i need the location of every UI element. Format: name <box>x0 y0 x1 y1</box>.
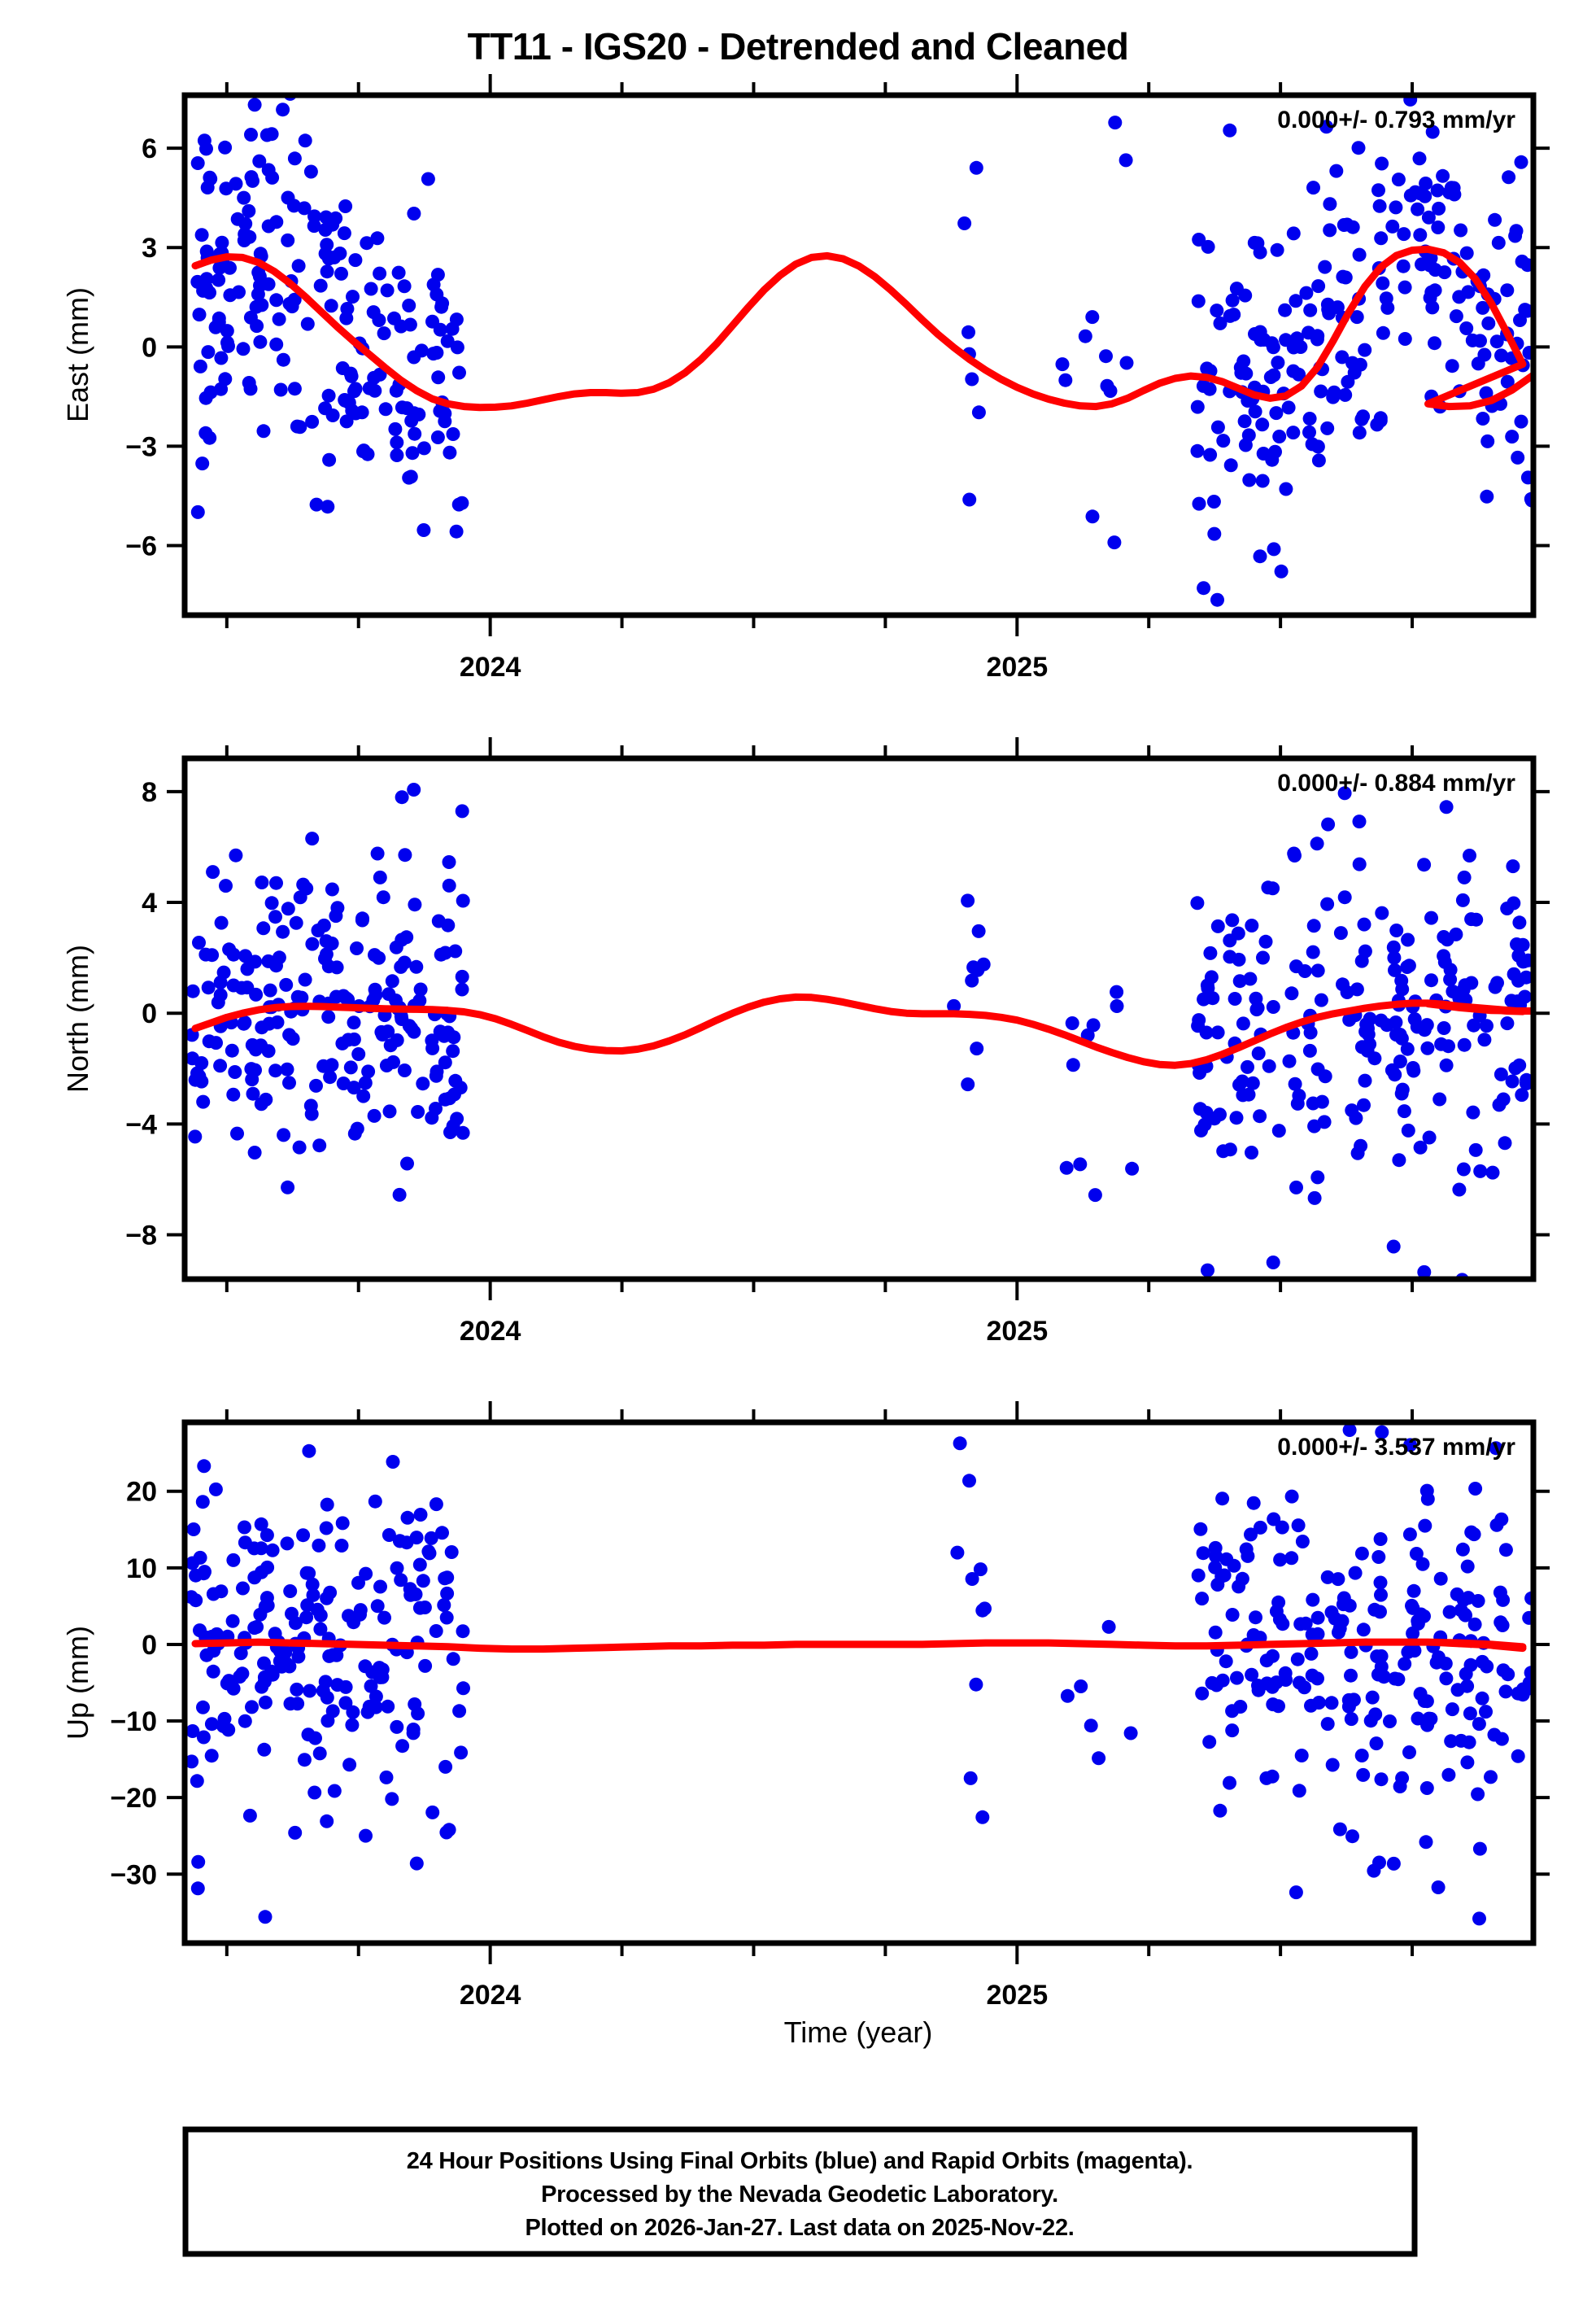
y-tick-label-east-0: 6 <box>142 133 157 164</box>
y-tick-label-up-2: 0 <box>142 1630 157 1661</box>
x-axis-label: Time (year) <box>784 2016 933 2049</box>
fit-curve-north <box>191 993 1533 1069</box>
rate-annotation-north: 0.000+/- 0.884 mm/yr <box>1277 770 1515 797</box>
footer-line-2: Processed by the Nevada Geodetic Laborat… <box>541 2182 1058 2208</box>
y-tick-label-up-3: −10 <box>110 1706 157 1737</box>
x-tick-label-east-0: 2024 <box>460 652 521 683</box>
y-tick-label-up-5: −30 <box>110 1859 157 1890</box>
panel-up: 20 10 0 −10 −20 −30 2024 2025 Up (mm) 0.000+/- 3.… <box>61 1401 1550 2011</box>
y-tick-label-east-2: 0 <box>142 332 157 363</box>
rate-annotation-east: 0.000+/- 0.793 mm/yr <box>1277 107 1515 133</box>
panel-north: 8 4 0 −4 −8 2024 2025 North (mm) 0.000+/- 0.884 … <box>61 737 1550 1347</box>
fit-curve-up <box>191 1638 1527 1653</box>
y-tick-label-north-4: −8 <box>125 1221 157 1251</box>
y-tick-label-east-1: 3 <box>142 233 157 264</box>
rate-annotation-up: 0.000+/- 3.537 mm/yr <box>1277 1434 1515 1461</box>
x-tick-label-up-0: 2024 <box>460 1980 521 2011</box>
plot-area-up <box>185 1423 1533 1926</box>
y-tick-label-north-2: 0 <box>142 998 157 1029</box>
footer-line-1: 24 Hour Positions Using Final Orbits (bl… <box>407 2148 1193 2174</box>
scatter-points-north <box>185 783 1533 1279</box>
x-tick-label-north-0: 2024 <box>460 1316 521 1347</box>
y-tick-label-east-4: −6 <box>125 531 157 562</box>
y-tick-label-up-4: −20 <box>110 1783 157 1814</box>
x-tick-label-north-1: 2025 <box>986 1316 1048 1347</box>
page-title: TT11 - IGS20 - Detrended and Cleaned <box>468 25 1129 68</box>
y-tick-label-east-3: −3 <box>125 431 157 462</box>
y-axis-label-up: Up (mm) <box>61 1626 94 1740</box>
y-axis-label-east: East (mm) <box>61 287 94 422</box>
plot-area-north <box>185 783 1533 1279</box>
footer-box <box>182 2126 1418 2257</box>
fit-curve-east <box>191 245 1533 412</box>
axes-frame-east <box>181 92 1537 618</box>
x-tick-label-east-1: 2025 <box>986 652 1048 683</box>
panel-east: 6 3 0 −3 −6 2024 2025 East (mm) 0.000+/- 0.793 m… <box>61 74 1550 683</box>
axes-frame-up <box>181 1419 1537 1946</box>
y-tick-label-north-1: 4 <box>142 888 157 919</box>
x-tick-label-up-1: 2025 <box>986 1980 1048 2011</box>
y-tick-label-up-0: 20 <box>126 1477 157 1508</box>
y-tick-label-up-1: 10 <box>126 1553 157 1584</box>
y-tick-label-north-3: −4 <box>125 1109 157 1140</box>
y-tick-label-north-0: 8 <box>142 777 157 808</box>
axes-frame-north <box>181 755 1537 1282</box>
plot-area-east <box>190 95 1533 607</box>
panel-group: 6 3 0 −3 −6 2024 2025 East (mm) 0.000+/- 0.793 m… <box>61 74 1550 2011</box>
y-axis-label-north: North (mm) <box>61 945 94 1093</box>
scatter-points-up <box>185 1423 1533 1926</box>
footer-line-3: Plotted on 2026-Jan-27. Last data on 202… <box>525 2215 1074 2241</box>
